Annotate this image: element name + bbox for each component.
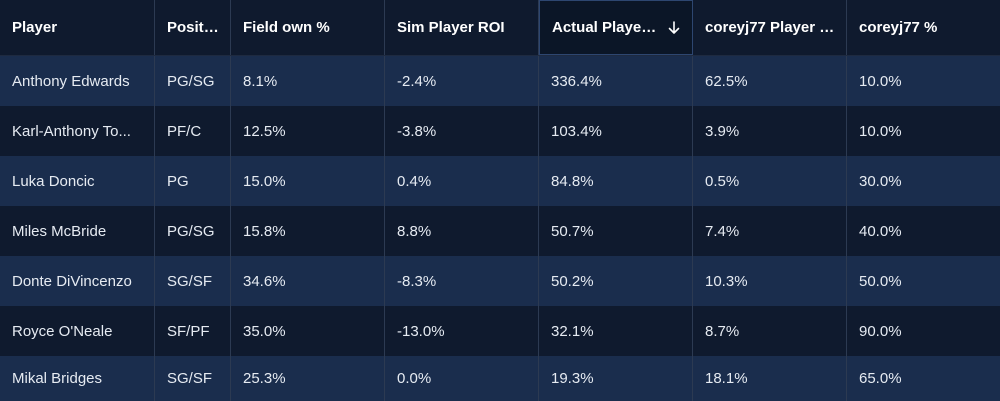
- arrow-down-icon[interactable]: [668, 20, 680, 35]
- table-row[interactable]: Anthony Edwards PG/SG 8.1% -2.4% 336.4% …: [0, 56, 1000, 106]
- cell-user-pct: 65.0%: [859, 370, 902, 387]
- cell-actual-roi: 50.2%: [539, 256, 693, 306]
- cell-player: Miles McBride: [0, 206, 155, 256]
- column-header-label: Field own %: [243, 19, 330, 36]
- cell-sim-roi: -13.0%: [385, 306, 539, 356]
- table-row[interactable]: Mikal Bridges SG/SF 25.3% 0.0% 19.3% 18.…: [0, 356, 1000, 401]
- cell-player: Luka Doncic: [0, 156, 155, 206]
- table-header-row: Player Position Field own % Sim Player R…: [0, 0, 1000, 56]
- column-header-field-own[interactable]: Field own %: [231, 0, 385, 55]
- cell-field-own: 12.5%: [231, 106, 385, 156]
- column-header-label: coreyj77 Player R...: [705, 19, 838, 36]
- column-header-coreyj77-player-roi[interactable]: coreyj77 Player R...: [693, 0, 847, 55]
- cell-field-own: 8.1%: [231, 56, 385, 106]
- cell-actual-roi: 103.4%: [539, 106, 693, 156]
- cell-actual-roi: 336.4%: [539, 56, 693, 106]
- cell-user-pct: 40.0%: [859, 222, 902, 240]
- cell-player: Mikal Bridges: [0, 356, 155, 401]
- cell-position: PG/SG: [155, 56, 231, 106]
- cell-sim-roi: -8.3%: [385, 256, 539, 306]
- cell-user-roi: 7.4%: [693, 206, 847, 256]
- cell-position: PF/C: [155, 106, 231, 156]
- cell-position: SG/SF: [155, 256, 231, 306]
- cell-sim-roi: -3.8%: [385, 106, 539, 156]
- column-header-label: Player: [12, 19, 58, 36]
- table-row[interactable]: Miles McBride PG/SG 15.8% 8.8% 50.7% 7.4…: [0, 206, 1000, 256]
- cell-field-own: 15.0%: [231, 156, 385, 206]
- cell-user-pct: 30.0%: [859, 172, 902, 190]
- cell-position: PG: [155, 156, 231, 206]
- cell-field-own: 35.0%: [231, 306, 385, 356]
- cell-user-pct: 10.0%: [859, 72, 902, 90]
- table-row[interactable]: Luka Doncic PG 15.0% 0.4% 84.8% 0.5% 30.…: [0, 156, 1000, 206]
- cell-user-pct: 10.0%: [859, 122, 902, 140]
- column-header-label: Actual Player ...: [552, 19, 662, 36]
- cell-actual-roi: 50.7%: [539, 206, 693, 256]
- cell-sim-roi: 0.0%: [385, 356, 539, 401]
- cell-user-pct: 90.0%: [859, 322, 902, 340]
- cell-position: SG/SF: [155, 356, 231, 401]
- column-header-sim-player-roi[interactable]: Sim Player ROI: [385, 0, 539, 55]
- cell-user-roi: 10.3%: [693, 256, 847, 306]
- cell-field-own: 34.6%: [231, 256, 385, 306]
- cell-player: Royce O'Neale: [0, 306, 155, 356]
- cell-actual-roi: 32.1%: [539, 306, 693, 356]
- cell-user-roi: 18.1%: [693, 356, 847, 401]
- cell-user-roi: 8.7%: [693, 306, 847, 356]
- column-header-label: Sim Player ROI: [397, 19, 505, 36]
- column-header-label: Position: [167, 19, 222, 36]
- cell-player: Donte DiVincenzo: [0, 256, 155, 306]
- column-header-position[interactable]: Position: [155, 0, 231, 55]
- cell-sim-roi: 8.8%: [385, 206, 539, 256]
- cell-field-own: 15.8%: [231, 206, 385, 256]
- cell-field-own: 25.3%: [231, 356, 385, 401]
- cell-sim-roi: 0.4%: [385, 156, 539, 206]
- column-header-coreyj77-pct[interactable]: coreyj77 %: [847, 0, 1000, 55]
- table-row[interactable]: Donte DiVincenzo SG/SF 34.6% -8.3% 50.2%…: [0, 256, 1000, 306]
- table-row[interactable]: Royce O'Neale SF/PF 35.0% -13.0% 32.1% 8…: [0, 306, 1000, 356]
- cell-position: SF/PF: [155, 306, 231, 356]
- cell-sim-roi: -2.4%: [385, 56, 539, 106]
- cell-actual-roi: 84.8%: [539, 156, 693, 206]
- column-header-player[interactable]: Player: [0, 0, 155, 55]
- cell-player: Anthony Edwards: [0, 56, 155, 106]
- cell-user-roi: 0.5%: [693, 156, 847, 206]
- cell-actual-roi: 19.3%: [539, 356, 693, 401]
- column-header-label: coreyj77 %: [859, 19, 938, 36]
- cell-user-roi: 62.5%: [693, 56, 847, 106]
- cell-user-pct: 50.0%: [859, 272, 902, 290]
- cell-user-roi: 3.9%: [693, 106, 847, 156]
- table-row[interactable]: Karl-Anthony To... PF/C 12.5% -3.8% 103.…: [0, 106, 1000, 156]
- cell-position: PG/SG: [155, 206, 231, 256]
- cell-player: Karl-Anthony To...: [0, 106, 155, 156]
- column-header-actual-player-roi[interactable]: Actual Player ...: [539, 0, 693, 55]
